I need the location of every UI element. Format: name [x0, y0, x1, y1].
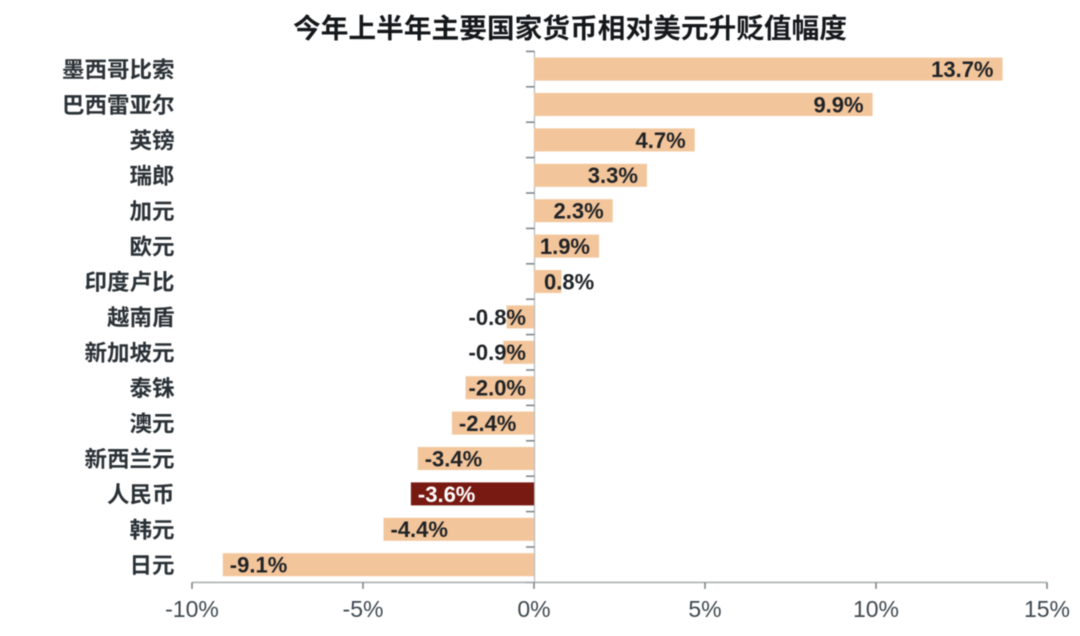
- svg-text:-10%: -10%: [165, 596, 219, 622]
- svg-text:13.7%: 13.7%: [931, 57, 993, 82]
- svg-text:0%: 0%: [517, 596, 550, 622]
- svg-text:10%: 10%: [853, 596, 899, 622]
- svg-text:5%: 5%: [688, 596, 721, 622]
- svg-text:-0.8%: -0.8%: [469, 305, 526, 330]
- svg-text:15%: 15%: [1024, 596, 1070, 622]
- svg-text:-3.4%: -3.4%: [425, 446, 482, 471]
- svg-text:4.7%: 4.7%: [636, 128, 686, 153]
- svg-text:-0.9%: -0.9%: [469, 340, 526, 365]
- svg-text:-4.4%: -4.4%: [391, 517, 448, 542]
- svg-text:1.9%: 1.9%: [540, 234, 590, 259]
- svg-text:9.9%: 9.9%: [813, 92, 863, 117]
- svg-text:-9.1%: -9.1%: [230, 553, 287, 578]
- svg-text:-3.6%: -3.6%: [418, 482, 475, 507]
- svg-text:3.3%: 3.3%: [588, 163, 638, 188]
- svg-text:-2.4%: -2.4%: [459, 411, 516, 436]
- svg-text:0.8%: 0.8%: [544, 269, 594, 294]
- svg-text:2.3%: 2.3%: [554, 199, 604, 224]
- svg-text:-2.0%: -2.0%: [469, 376, 526, 401]
- svg-text:-5%: -5%: [343, 596, 384, 622]
